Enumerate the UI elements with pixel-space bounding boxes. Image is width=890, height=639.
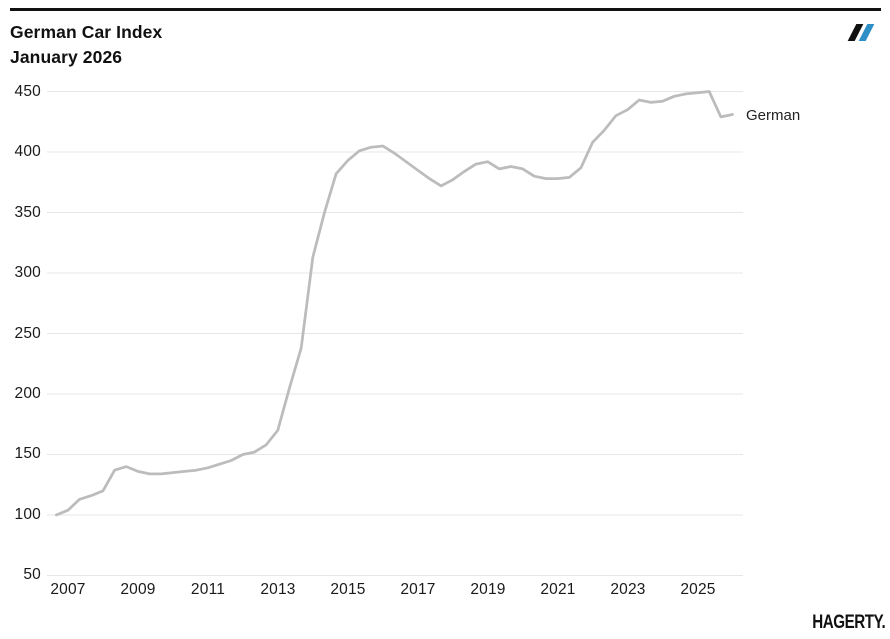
gridlines	[47, 91, 743, 576]
chart-svg	[47, 90, 743, 576]
y-tick-label: 250	[14, 325, 41, 342]
x-axis-labels: 2007 2009 2011 2013 2015 2017 2019 2021 2023 2025	[47, 581, 743, 601]
y-tick-label: 350	[14, 204, 41, 221]
y-axis-labels: 50 100 150 200 250 300 350 400 450	[0, 84, 41, 583]
x-tick-label: 2023	[610, 581, 646, 598]
y-tick-label: 200	[14, 385, 41, 402]
hagerty-slashes-icon	[847, 24, 879, 41]
hagerty-wordmark: HAGERTY.	[811, 612, 886, 633]
y-tick-label: 150	[14, 445, 41, 462]
y-tick-label: 450	[14, 83, 41, 100]
x-tick-label: 2021	[540, 581, 576, 598]
y-tick-label: 50	[23, 566, 41, 583]
y-tick-label: 300	[14, 264, 41, 281]
x-tick-label: 2025	[680, 581, 716, 598]
x-tick-label: 2017	[400, 581, 436, 598]
x-tick-label: 2013	[260, 581, 296, 598]
german-series-line	[54, 90, 734, 517]
chart-title-block: German Car Index January 2026	[10, 20, 162, 70]
series-label: German	[746, 107, 801, 124]
y-tick-label: 400	[14, 143, 41, 160]
x-tick-label: 2015	[330, 581, 366, 598]
y-tick-label: 100	[14, 506, 41, 523]
x-tick-label: 2019	[470, 581, 506, 598]
chart-subtitle: January 2026	[10, 47, 123, 67]
chart-title: German Car Index	[10, 22, 163, 42]
x-tick-label: 2007	[50, 581, 86, 598]
x-tick-label: 2009	[120, 581, 156, 598]
x-tick-label: 2011	[190, 581, 226, 598]
top-rule	[10, 8, 881, 11]
plot-area	[47, 84, 743, 583]
